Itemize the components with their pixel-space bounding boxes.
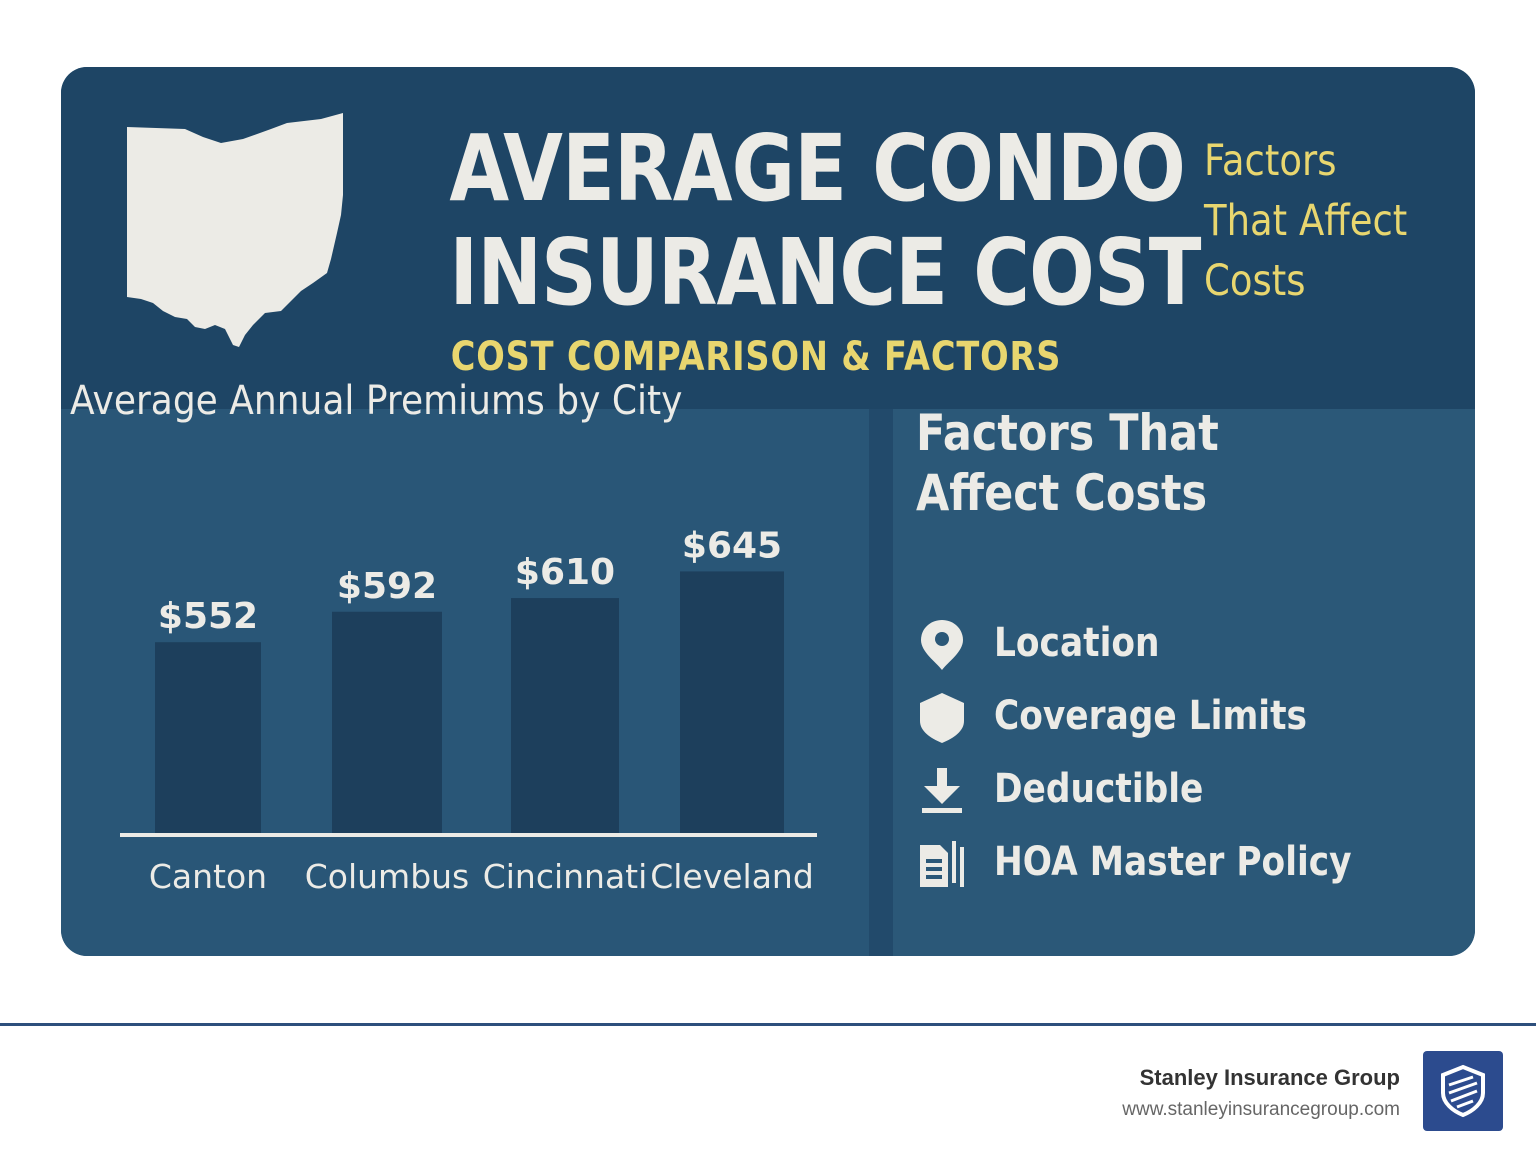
factor-label: Coverage Limits bbox=[994, 693, 1308, 739]
tick-label: Canton bbox=[149, 857, 267, 896]
factor-item-deductible: Deductible bbox=[916, 759, 1396, 819]
factor-label: HOA Master Policy bbox=[994, 839, 1352, 885]
bar-canton bbox=[155, 642, 261, 834]
data-label: $592 bbox=[337, 566, 437, 607]
data-label: $552 bbox=[158, 596, 258, 637]
bar-cleveland bbox=[680, 571, 784, 834]
company-name: Stanley Insurance Group bbox=[1139, 1065, 1400, 1090]
tick-label: Cleveland bbox=[650, 857, 814, 896]
factors-title-line: Factors That bbox=[916, 404, 1219, 462]
factor-label: Deductible bbox=[994, 766, 1204, 812]
side-note-line: Costs bbox=[1204, 256, 1306, 306]
factor-item-location: Location bbox=[916, 613, 1396, 673]
shield-logo-graphic bbox=[1441, 1064, 1485, 1118]
factor-label: Location bbox=[994, 620, 1160, 666]
data-label: $610 bbox=[515, 552, 615, 593]
panel-divider bbox=[869, 409, 893, 956]
ohio-map-icon bbox=[127, 113, 343, 347]
factors-panel bbox=[893, 409, 1475, 956]
location-pin-icon bbox=[921, 620, 963, 670]
factor-item-coverage-limits: Coverage Limits bbox=[916, 686, 1396, 746]
tick-label: Columbus bbox=[305, 857, 470, 896]
documents-icon bbox=[920, 841, 964, 887]
bar-columbus bbox=[332, 611, 442, 834]
side-note: Factors That Affect Costs bbox=[1204, 131, 1428, 311]
side-note-line: That Affect bbox=[1204, 196, 1408, 246]
factors-title: Factors That Affect Costs bbox=[916, 403, 1312, 523]
header: AVERAGE CONDO INSURANCE COST COST COMPAR… bbox=[61, 67, 1475, 409]
footer-divider bbox=[0, 1023, 1536, 1026]
x-axis-line bbox=[120, 833, 817, 837]
tick-label: Cincinnati bbox=[483, 857, 648, 896]
company-url[interactable]: www.stanleyinsurancegroup.com bbox=[1122, 1099, 1400, 1120]
factors-title-line: Affect Costs bbox=[916, 464, 1208, 522]
bar-cincinnati bbox=[511, 598, 619, 834]
factor-item-hoa-master-policy: HOA Master Policy bbox=[916, 832, 1396, 892]
shield-logo-icon bbox=[1423, 1051, 1503, 1131]
bar-chart: $552 Canton $592 Columbus $610 Cincinnati $645… bbox=[120, 525, 817, 896]
subtitle: COST COMPARISON & FACTORS bbox=[450, 334, 1062, 380]
download-arrow-icon bbox=[922, 768, 962, 813]
chart-title: Average Annual Premiums by City bbox=[70, 378, 683, 424]
shield-icon bbox=[920, 693, 964, 743]
side-note-line: Factors bbox=[1204, 136, 1337, 186]
data-label: $645 bbox=[682, 525, 782, 566]
